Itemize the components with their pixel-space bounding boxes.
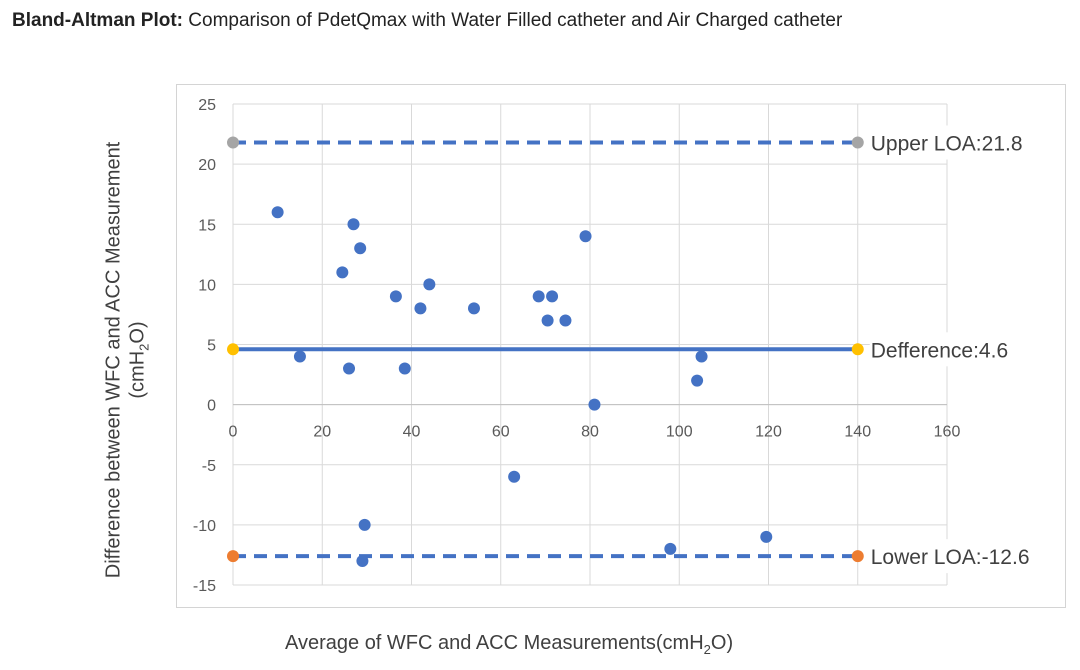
x-axis-label: Average of WFC and ACC Measurements(cmH2… — [285, 632, 734, 657]
y-tick-label: 5 — [207, 338, 216, 355]
reference-marker — [227, 343, 239, 356]
reference-line-label: Lower LOA:-12.6 — [871, 546, 1030, 569]
plot-area-frame — [176, 84, 1066, 608]
data-point — [508, 470, 521, 483]
y-axis-label-line2: (cmH2O) — [126, 321, 152, 399]
chart-title-rest: Comparison of PdetQmax with Water Filled… — [183, 10, 843, 31]
data-point — [293, 350, 306, 363]
data-point — [356, 554, 369, 567]
reference-line-label: Upper LOA:21.8 — [871, 132, 1023, 155]
data-point — [414, 302, 427, 315]
data-point — [691, 374, 704, 387]
data-point — [588, 398, 601, 411]
data-point — [532, 290, 545, 303]
x-tick-label: 0 — [229, 424, 238, 441]
y-tick-label: -10 — [193, 518, 216, 535]
y-tick-label: 0 — [207, 398, 216, 415]
x-tick-label: 20 — [313, 424, 331, 441]
data-point — [389, 290, 402, 303]
data-point — [358, 518, 371, 531]
data-point — [343, 362, 356, 375]
data-point — [664, 542, 677, 555]
y-axis-label: Difference between WFC and ACC Measureme… — [102, 80, 157, 640]
reference-marker — [227, 550, 239, 563]
reference-label-bg — [869, 539, 1060, 574]
chart-title-bold: Bland-Altman Plot: — [12, 10, 183, 31]
data-point — [546, 290, 559, 303]
y-tick-label: -5 — [202, 458, 216, 475]
y-tick-label: 20 — [198, 157, 216, 174]
data-point — [559, 314, 572, 327]
y-tick-label: 10 — [198, 277, 216, 294]
data-point — [398, 362, 411, 375]
data-point — [347, 218, 360, 231]
data-point — [336, 266, 349, 279]
reference-label-bg — [869, 125, 1060, 160]
reference-marker — [851, 550, 864, 563]
x-tick-label: 120 — [755, 424, 782, 441]
chart-title: Bland-Altman Plot: Comparison of PdetQma… — [12, 10, 842, 32]
x-tick-label: 80 — [581, 424, 599, 441]
x-tick-label: 60 — [492, 424, 510, 441]
data-point — [467, 302, 480, 315]
y-tick-label: -15 — [193, 578, 216, 595]
reference-line-label: Defference:4.6 — [871, 339, 1008, 362]
x-tick-label: 100 — [666, 424, 693, 441]
y-axis-label-line1: Difference between WFC and ACC Measureme… — [102, 141, 125, 579]
data-point — [760, 530, 773, 543]
reference-label-bg — [869, 332, 1060, 367]
reference-marker — [227, 136, 239, 149]
data-point — [423, 278, 436, 291]
data-point — [579, 230, 592, 243]
x-tick-label: 140 — [844, 424, 871, 441]
data-point — [541, 314, 554, 327]
reference-marker — [851, 136, 864, 149]
y-tick-label: 15 — [198, 217, 216, 234]
data-point — [354, 242, 367, 255]
data-point — [271, 206, 284, 219]
data-point — [695, 350, 708, 363]
y-tick-label: 25 — [198, 97, 216, 114]
x-tick-label: 40 — [403, 424, 421, 441]
x-tick-label: 160 — [934, 424, 961, 441]
reference-marker — [851, 343, 864, 356]
